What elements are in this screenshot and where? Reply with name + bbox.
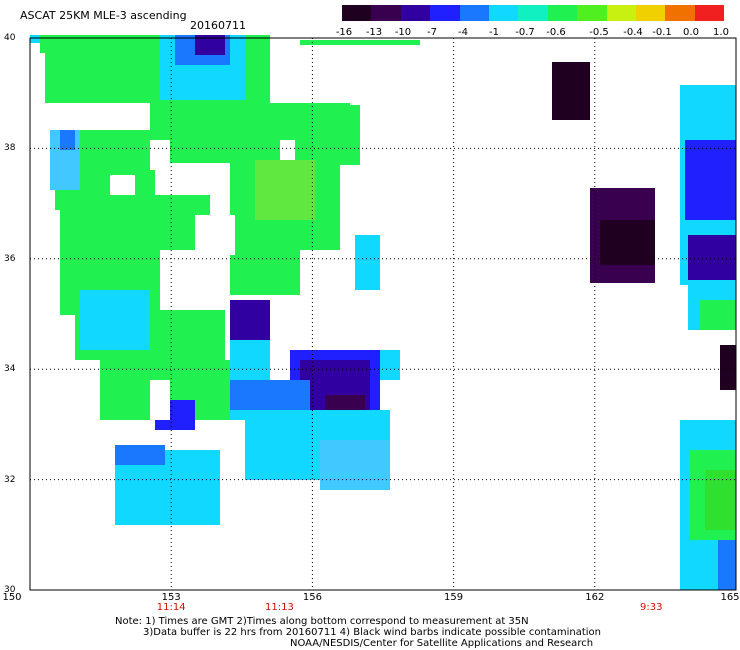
swath-cell <box>300 40 420 45</box>
swath-cell <box>552 62 590 120</box>
colorbar-label: -0.4 <box>623 27 643 38</box>
colorbar-segment <box>430 5 460 21</box>
colorbar-segment <box>459 5 489 21</box>
pass-time-label: 11:13 <box>265 602 294 613</box>
longitude-label: 165 <box>720 592 740 603</box>
colorbar-segment <box>606 5 636 21</box>
map-date: 20160711 <box>190 19 246 32</box>
colorbar <box>342 5 725 21</box>
swath-cell <box>718 540 736 590</box>
footer-credit: NOAA/NESDIS/Center for Satellite Applica… <box>290 638 594 649</box>
swath-cell <box>685 140 736 220</box>
latitude-label: 36 <box>4 253 16 264</box>
latitude-label: 40 <box>4 33 16 43</box>
swath-cell <box>230 380 310 410</box>
colorbar-label: -0.6 <box>546 27 566 38</box>
colorbar-label: -0.7 <box>515 27 535 38</box>
swath-cell <box>705 470 736 530</box>
swath-cell <box>230 300 270 340</box>
latitude-label: 34 <box>4 364 16 375</box>
colorbar-label: -0.5 <box>589 27 609 38</box>
longitude-label: 159 <box>444 592 464 603</box>
swath-cell <box>700 300 736 330</box>
footer-note-2: 3)Data buffer is 22 hrs from 20160711 4)… <box>143 627 601 638</box>
swath-cell <box>295 105 360 165</box>
colorbar-segment <box>342 5 372 21</box>
swath-cell <box>720 345 736 390</box>
swath-cell <box>110 175 135 195</box>
latitude-label: 32 <box>4 474 16 485</box>
colorbar-segment <box>577 5 607 21</box>
swath-cell <box>150 140 170 170</box>
map-frame <box>29 37 737 591</box>
latitude-label: 30 <box>4 585 16 595</box>
swath-cell <box>320 440 390 490</box>
colorbar-label: -13 <box>365 27 383 38</box>
swath-cell <box>30 35 40 43</box>
swath-cell <box>230 245 300 295</box>
map-title: ASCAT 25KM MLE-3 ascending <box>20 9 187 22</box>
colorbar-segment <box>694 5 725 21</box>
colorbar-label: 0.0 <box>683 27 699 38</box>
swath-data <box>30 35 736 590</box>
swath-cell <box>160 250 210 280</box>
colorbar-label: -16 <box>335 27 353 38</box>
swath-cell <box>60 195 210 255</box>
colorbar-label: -0.1 <box>652 27 672 38</box>
graticule <box>30 38 736 590</box>
colorbar-label: -4 <box>458 27 468 38</box>
swath-cell <box>600 220 655 265</box>
longitude-label: 150 <box>2 592 22 603</box>
colorbar-segment <box>371 5 401 21</box>
colorbar-label: -1 <box>489 27 499 38</box>
swath-cell <box>255 160 315 220</box>
colorbar-label: -10 <box>394 27 412 38</box>
colorbar-segment <box>488 5 519 21</box>
swath-cell <box>280 140 295 160</box>
swath-cell <box>80 290 150 350</box>
pass-time-label: 11:14 <box>156 602 186 613</box>
longitude-label: 162 <box>585 592 605 603</box>
longitude-label: 153 <box>161 592 181 603</box>
longitude-label: 156 <box>302 592 322 603</box>
swath-cell <box>60 130 75 150</box>
colorbar-segment <box>518 5 548 21</box>
colorbar-label: -7 <box>427 27 437 38</box>
colorbar-labels: -16 -13 -10 -7 -4 -1 -0.7 -0.6 -0.5 -0.4 -0.1 0.0 1.… <box>0 27 740 41</box>
pass-time-label: 9:33 <box>640 602 663 613</box>
swath-cell <box>115 445 165 465</box>
swath-cell <box>688 235 736 280</box>
colorbar-segment <box>547 5 578 21</box>
swath-cell <box>355 235 380 290</box>
latitude-label: 38 <box>4 143 16 154</box>
swath-cell <box>195 215 235 255</box>
colorbar-segment <box>400 5 431 21</box>
colorbar-segment <box>635 5 666 21</box>
footer-note-1: Note: 1) Times are GMT 2)Times along bot… <box>115 616 529 627</box>
colorbar-segment <box>665 5 695 21</box>
swath-cell <box>195 35 225 55</box>
swath-cell <box>150 380 170 420</box>
colorbar-label: 1.0 <box>713 27 729 38</box>
